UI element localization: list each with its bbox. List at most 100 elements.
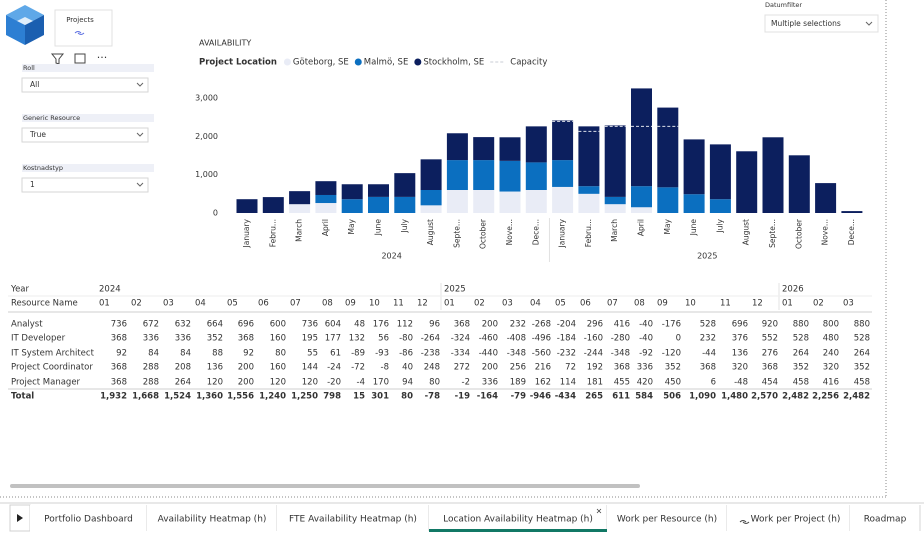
slicer-label: Generic Resource	[23, 114, 80, 122]
table-cell: 56	[378, 334, 389, 344]
bar-segment	[368, 196, 389, 213]
y-tick-label: 1,000	[195, 170, 218, 179]
table-cell: -4	[357, 378, 365, 388]
bar-segment	[552, 120, 574, 161]
table-cell: -280	[611, 334, 630, 344]
table-month: 08	[322, 299, 333, 309]
table-month: 09	[345, 299, 356, 309]
table-cell: 195	[302, 334, 318, 344]
table-cell: -244	[584, 349, 603, 359]
bar-segment	[446, 190, 468, 213]
bar-segment	[446, 133, 468, 161]
table-total-cell: 2,482	[843, 392, 870, 402]
table-total-name: Total	[11, 392, 34, 402]
table-cell: 84	[180, 349, 191, 359]
table-total-cell: 1,240	[259, 392, 286, 402]
tab-close[interactable]: ×	[596, 507, 603, 516]
more-options[interactable]: ···	[97, 51, 108, 64]
x-year-label: 2025	[697, 252, 717, 261]
table-year: 2025	[444, 285, 466, 295]
table-cell: 272	[454, 363, 470, 373]
table-total-cell: -78	[425, 392, 440, 402]
table-cell: 368	[762, 363, 778, 373]
table-total-cell: 265	[585, 392, 603, 402]
table-cell: 40	[402, 363, 413, 373]
table-row-name: IT System Architect	[11, 349, 95, 359]
bar-segment	[473, 137, 495, 161]
page-tab[interactable]	[727, 505, 850, 532]
bar-segment	[315, 194, 337, 204]
table-cell: 120	[207, 378, 223, 388]
table-cell: 84	[148, 349, 159, 359]
page-tab-label: Location Availability Heatmap (h)	[443, 515, 593, 525]
table-month: 04	[195, 299, 206, 309]
bar-segment	[788, 155, 810, 213]
table-cell: 160	[270, 363, 286, 373]
table-cell: 189	[510, 378, 526, 388]
table-cell: 352	[793, 363, 809, 373]
table-cell: 296	[587, 320, 603, 330]
slicer-label: Roll	[23, 64, 35, 72]
page-tab-label: Availability Heatmap (h)	[158, 515, 267, 525]
slicer-dropdown[interactable]	[21, 127, 149, 143]
table-row-header: Resource Name	[11, 299, 78, 309]
x-tick-label: Febru...	[268, 219, 277, 247]
table-cell: -160	[584, 334, 603, 344]
table-cell: 368	[454, 320, 470, 330]
page-tab[interactable]	[607, 505, 727, 532]
table-cell: 200	[482, 363, 498, 373]
table-cell: 455	[614, 378, 630, 388]
page-tab[interactable]	[277, 505, 429, 532]
tab-scroll-arrow	[17, 514, 23, 522]
table-month: 06	[258, 299, 269, 309]
legend-label: Göteborg, SE	[293, 58, 349, 68]
table-cell: 114	[560, 378, 576, 388]
slicer-header	[22, 64, 154, 72]
table-cell: -24	[327, 363, 341, 373]
slicer-dropdown[interactable]	[21, 77, 149, 93]
page-tab[interactable]	[429, 505, 607, 532]
legend-label: Malmö, SE	[364, 58, 409, 68]
table-month: 01	[782, 299, 793, 309]
table-cell: -93	[375, 349, 389, 359]
slicer-dropdown[interactable]	[21, 177, 149, 193]
page-tab[interactable]	[147, 505, 277, 532]
table-cell: 264	[793, 349, 809, 359]
table-cell: -440	[479, 349, 498, 359]
table-total-cell: -79	[511, 392, 526, 402]
table-cell: 604	[325, 320, 341, 330]
page-tab[interactable]	[30, 505, 147, 532]
bar-segment	[420, 159, 442, 190]
bar-segment	[420, 190, 442, 206]
date-filter-dropdown[interactable]	[764, 14, 879, 33]
table-cell: 216	[535, 363, 551, 373]
chart-title: AVAILABILITY	[199, 39, 251, 48]
table-total-cell: -164	[477, 392, 498, 402]
bar-segment	[709, 199, 731, 213]
horizontal-scrollbar[interactable]	[10, 484, 640, 488]
table-month: 08	[634, 299, 645, 309]
x-tick-label: Nove...	[505, 219, 514, 245]
table-cell: 880	[854, 320, 870, 330]
table-cell: 736	[302, 320, 318, 330]
table-cell: 336	[637, 363, 653, 373]
bar-segment	[394, 196, 416, 213]
focus-icon[interactable]	[74, 53, 86, 64]
bar-segment	[709, 144, 731, 200]
legend-label: Capacity	[510, 58, 547, 68]
table-cell: -348	[611, 349, 630, 359]
table-total-cell: 1,668	[132, 392, 159, 402]
table-cell: 0	[676, 334, 681, 344]
table-total-cell: 1,480	[721, 392, 748, 402]
table-cell: 170	[373, 378, 389, 388]
bar-segment	[841, 211, 863, 213]
projects-card[interactable]	[54, 9, 113, 47]
table-month: 02	[474, 299, 485, 309]
bar-segment	[473, 160, 495, 190]
table-year: 2024	[99, 285, 121, 295]
table-cell: 336	[143, 334, 159, 344]
page-tab[interactable]	[850, 505, 920, 532]
table-cell: -348	[507, 349, 526, 359]
table-cell: 240	[823, 349, 839, 359]
